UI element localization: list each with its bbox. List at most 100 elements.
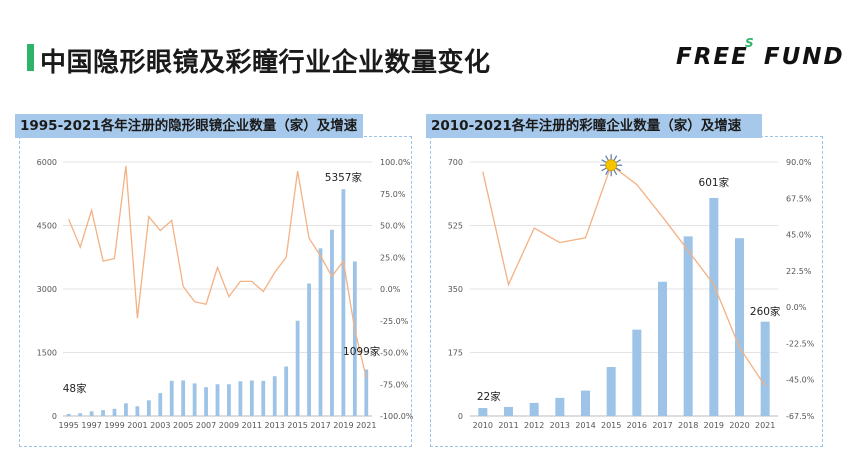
bar [158, 393, 163, 416]
x-tick-label: 2013 [550, 421, 570, 430]
x-tick-label: 2018 [678, 421, 698, 430]
bar [215, 384, 220, 416]
bar [272, 376, 277, 416]
bar [192, 383, 197, 416]
bar [632, 329, 642, 416]
x-tick-label: 2016 [627, 421, 647, 430]
y-tick-label-right: 100.0% [380, 158, 411, 167]
growth-line [68, 165, 367, 379]
data-label: 22家 [477, 390, 501, 403]
bar [555, 397, 565, 416]
bar [284, 366, 289, 416]
logo-text-free: FREE [676, 44, 749, 70]
bar [307, 283, 311, 416]
growth-line [482, 164, 766, 387]
sun-ray [613, 169, 618, 176]
x-tick-label: 1999 [104, 421, 124, 430]
bar [606, 367, 616, 416]
x-tick-label: 2017 [652, 421, 672, 430]
sun-ray [601, 159, 608, 164]
bar [295, 320, 300, 416]
bar [658, 281, 667, 416]
sun-burst-icon [600, 154, 623, 177]
y-tick-label-right: 22.5% [786, 267, 812, 276]
chart-title-color-lens: 2010-2021各年注册的彩瞳企业数量（家）及增速 [426, 114, 762, 138]
bar [181, 380, 186, 416]
bar [330, 229, 334, 416]
page-title: 中国隐形眼镜及彩瞳行业企业数量变化 [40, 48, 491, 78]
x-tick-label: 2019 [333, 421, 353, 430]
bar [101, 410, 105, 416]
data-label: 1099家 [343, 345, 381, 358]
y-tick-label-right: -75.0% [380, 380, 409, 389]
x-tick-label: 2009 [219, 421, 239, 430]
y-tick-label-left: 350 [448, 285, 463, 294]
bar [529, 402, 539, 416]
x-tick-label: 2021 [356, 421, 376, 430]
bar [227, 384, 231, 416]
bar [78, 413, 83, 416]
bar [66, 413, 71, 416]
bar [135, 406, 140, 416]
y-tick-label-right: -67.5% [786, 412, 815, 421]
sun-ray [613, 155, 618, 162]
x-tick-label: 2020 [729, 421, 749, 430]
y-tick-label-right: -100.0% [380, 412, 414, 421]
x-tick-label: 2014 [575, 421, 595, 430]
bar [709, 197, 719, 416]
bar [204, 387, 208, 416]
y-tick-label-right: 50.0% [380, 222, 406, 231]
x-tick-label: 2015 [287, 421, 307, 430]
x-tick-label: 2013 [265, 421, 285, 430]
bar [478, 408, 488, 416]
x-tick-label: 2007 [196, 421, 216, 430]
y-tick-label-left: 175 [448, 349, 463, 358]
bar [261, 380, 266, 416]
bar [146, 400, 151, 416]
chart-title-contact-lens: 1995-2021各年注册的隐形眼镜企业数量（家）及增速 [15, 114, 363, 138]
bar [760, 321, 770, 416]
x-tick-label: 2011 [498, 421, 518, 430]
freesfund-logo: FREE S FUND [676, 36, 845, 70]
y-tick-label-right: -45.0% [786, 376, 815, 385]
bar [169, 380, 174, 416]
y-tick-label-left: 0 [458, 412, 463, 421]
y-tick-label-right: 45.0% [786, 231, 812, 240]
y-tick-label-left: 3000 [37, 285, 57, 294]
x-tick-label: 2011 [242, 421, 262, 430]
y-tick-label-right: 90.0% [786, 158, 812, 167]
data-label: 260家 [750, 305, 781, 318]
x-tick-label: 2021 [755, 421, 775, 430]
bar [318, 248, 323, 416]
data-label: 48家 [63, 382, 87, 395]
sun-ray [605, 155, 610, 162]
bar [124, 403, 128, 416]
y-tick-label-right: 0.0% [786, 303, 807, 312]
bar [249, 380, 254, 416]
x-tick-label: 2019 [704, 421, 724, 430]
bar [683, 236, 693, 416]
y-tick-label-right: -22.5% [786, 339, 815, 348]
bar [352, 261, 357, 416]
sun-core [605, 159, 618, 172]
y-tick-label-left: 525 [448, 222, 463, 231]
y-tick-label-left: 700 [448, 158, 463, 167]
bar [504, 406, 513, 416]
bar [89, 411, 94, 416]
sun-ray [605, 169, 610, 176]
y-tick-label-right: 25.0% [380, 253, 406, 262]
y-tick-label-left: 6000 [37, 158, 57, 167]
y-tick-label-left: 1500 [37, 349, 57, 358]
bar [112, 408, 117, 416]
x-tick-label: 2003 [150, 421, 170, 430]
x-tick-label: 2005 [173, 421, 193, 430]
sun-ray [615, 167, 621, 172]
title-accent-bar [27, 44, 34, 71]
y-tick-label-right: 67.5% [786, 194, 812, 203]
x-tick-label: 2012 [524, 421, 544, 430]
sun-ray [601, 167, 608, 172]
data-label: 5357家 [325, 171, 363, 184]
y-tick-label-left: 0 [52, 412, 57, 421]
